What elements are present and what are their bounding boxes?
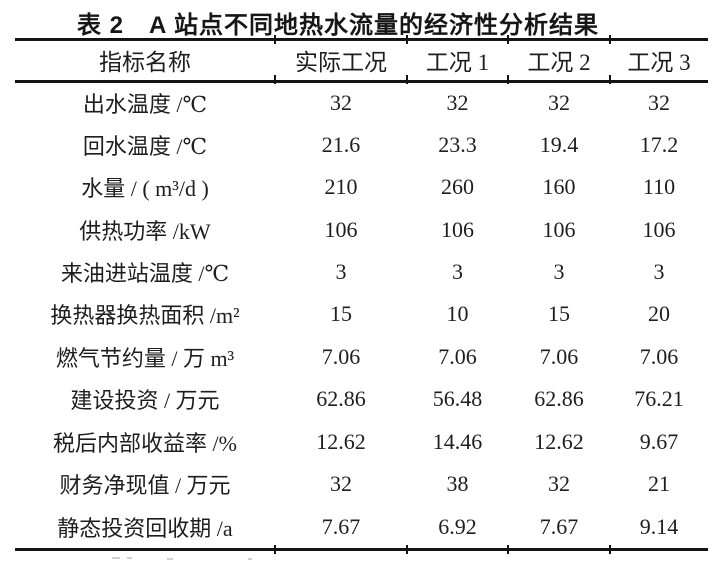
value-cell-case3: 3 (653, 259, 665, 285)
scan-artifact (112, 557, 120, 559)
table-row: 水量 / ( m³/d ) 210 260 160 110 (15, 166, 708, 208)
value-cell-case3: 32 (648, 89, 670, 115)
value-cell-case1: 106 (441, 216, 474, 242)
scan-artifact (248, 558, 252, 560)
value-cell-case2: 7.06 (539, 343, 579, 369)
column-boundary-tick (609, 75, 611, 84)
table-row: 税后内部收益率 /% 12.62 14.46 12.62 9.67 (15, 421, 708, 463)
column-boundary-tick (406, 75, 408, 84)
header-row: 指标名称 实际工况 工况 1 工况 2 工况 3 (15, 41, 708, 83)
economic-analysis-table: 指标名称 实际工况 工况 1 工况 2 工况 3 出水温度 /℃ 32 32 3… (15, 35, 708, 554)
column-boundary-tick (507, 75, 509, 84)
value-cell-case1: 260 (441, 174, 474, 200)
table-row: 回水温度 /℃ 21.6 23.3 19.4 17.2 (15, 123, 708, 165)
row-label-cell: 静态投资回收期 /a (57, 515, 233, 541)
value-cell-actual: 15 (330, 301, 352, 327)
value-cell-case3: 7.06 (639, 343, 679, 369)
row-label-cell: 换热器换热面积 /m² (50, 303, 240, 329)
value-cell-actual: 62.86 (316, 386, 366, 412)
value-cell-case1: 14.46 (432, 428, 483, 454)
row-label-cell: 水量 / ( m³/d ) (81, 176, 209, 202)
table-row: 供热功率 /kW 106 106 106 106 (15, 208, 708, 250)
row-label-cell: 供热功率 /kW (79, 218, 211, 244)
table-row: 换热器换热面积 /m² 15 10 15 20 (15, 293, 708, 335)
value-cell-case2: 106 (542, 216, 576, 242)
header-cell-case3: 工况 3 (610, 41, 708, 83)
value-cell-case3: 9.14 (639, 513, 679, 539)
row-label-cell: 出水温度 /℃ (82, 91, 208, 117)
value-cell-case2: 12.62 (534, 428, 584, 454)
header-cell-actual: 实际工况 (275, 41, 407, 83)
column-boundary-tick (609, 35, 611, 44)
value-cell-case2: 19.4 (539, 131, 579, 157)
table-row: 建设投资 / 万元 62.86 56.48 62.86 76.21 (15, 378, 708, 420)
value-cell-case1: 23.3 (438, 131, 477, 157)
row-label-cell: 财务净现值 / 万元 (59, 473, 231, 499)
column-boundary-tick (507, 545, 509, 554)
value-cell-actual: 32 (330, 471, 352, 497)
value-cell-case2: 3 (553, 259, 565, 285)
value-cell-actual: 106 (324, 216, 358, 242)
data-table: 指标名称 实际工况 工况 1 工况 2 工况 3 出水温度 /℃ 32 32 3… (15, 41, 708, 548)
value-cell-actual: 7.06 (321, 343, 361, 369)
value-cell-actual: 32 (330, 89, 352, 115)
value-cell-case2: 7.67 (539, 513, 579, 539)
table-row: 静态投资回收期 /a 7.67 6.92 7.67 9.14 (15, 506, 708, 548)
value-cell-case3: 106 (642, 216, 676, 242)
value-cell-actual: 12.62 (316, 428, 366, 454)
value-cell-case2: 32 (548, 89, 570, 115)
value-cell-case1: 38 (446, 471, 469, 497)
table-row: 财务净现值 / 万元 32 38 32 21 (15, 463, 708, 505)
column-boundary-tick (507, 35, 509, 44)
value-cell-case3: 17.2 (639, 131, 679, 157)
column-boundary-tick (609, 545, 611, 554)
value-cell-case3: 9.67 (639, 428, 679, 454)
column-boundary-tick (274, 545, 276, 554)
value-cell-actual: 7.67 (321, 513, 361, 539)
value-cell-case2: 15 (548, 301, 570, 327)
row-label-cell: 燃气节约量 / 万 m³ (55, 345, 235, 371)
value-cell-case1: 6.92 (438, 513, 477, 539)
table-body: 出水温度 /℃ 32 32 32 32 回水温度 /℃ 21.6 23.3 19… (15, 81, 708, 548)
value-cell-case3: 20 (648, 301, 670, 327)
value-cell-case1: 7.06 (438, 343, 477, 369)
value-cell-case3: 76.21 (634, 386, 684, 412)
value-cell-case1: 3 (452, 259, 463, 285)
table-caption: 表 2 A 站点不同地热水流量的经济性分析结果 (76, 12, 600, 39)
header-cell-case2: 工况 2 (508, 41, 610, 83)
scan-artifact (127, 557, 132, 559)
column-boundary-tick (274, 75, 276, 84)
row-label-cell: 建设投资 / 万元 (70, 388, 220, 414)
column-boundary-tick (406, 545, 408, 554)
row-label-cell: 税后内部收益率 /% (53, 430, 237, 456)
value-cell-actual: 21.6 (321, 131, 361, 157)
value-cell-case2: 32 (548, 471, 570, 497)
table-row: 出水温度 /℃ 32 32 32 32 (15, 81, 708, 123)
value-cell-case1: 10 (446, 301, 469, 327)
value-cell-actual: 210 (324, 174, 358, 200)
value-cell-case2: 160 (542, 174, 576, 200)
table-row: 来油进站温度 /℃ 3 3 3 3 (15, 251, 708, 293)
row-label-cell: 来油进站温度 /℃ (60, 261, 230, 287)
row-label-cell: 回水温度 /℃ (82, 133, 208, 159)
value-cell-actual: 3 (335, 259, 347, 285)
header-cell-indicator: 指标名称 (15, 41, 275, 83)
value-cell-case2: 62.86 (534, 386, 584, 412)
value-cell-case3: 21 (648, 471, 670, 497)
value-cell-case3: 110 (642, 174, 676, 200)
column-boundary-tick (406, 35, 408, 44)
column-boundary-tick (274, 35, 276, 44)
header-cell-case1: 工况 1 (407, 41, 508, 83)
table-row: 燃气节约量 / 万 m³ 7.06 7.06 7.06 7.06 (15, 336, 708, 378)
value-cell-case1: 32 (446, 89, 469, 115)
value-cell-case1: 56.48 (432, 386, 483, 412)
scan-artifact (167, 558, 173, 560)
